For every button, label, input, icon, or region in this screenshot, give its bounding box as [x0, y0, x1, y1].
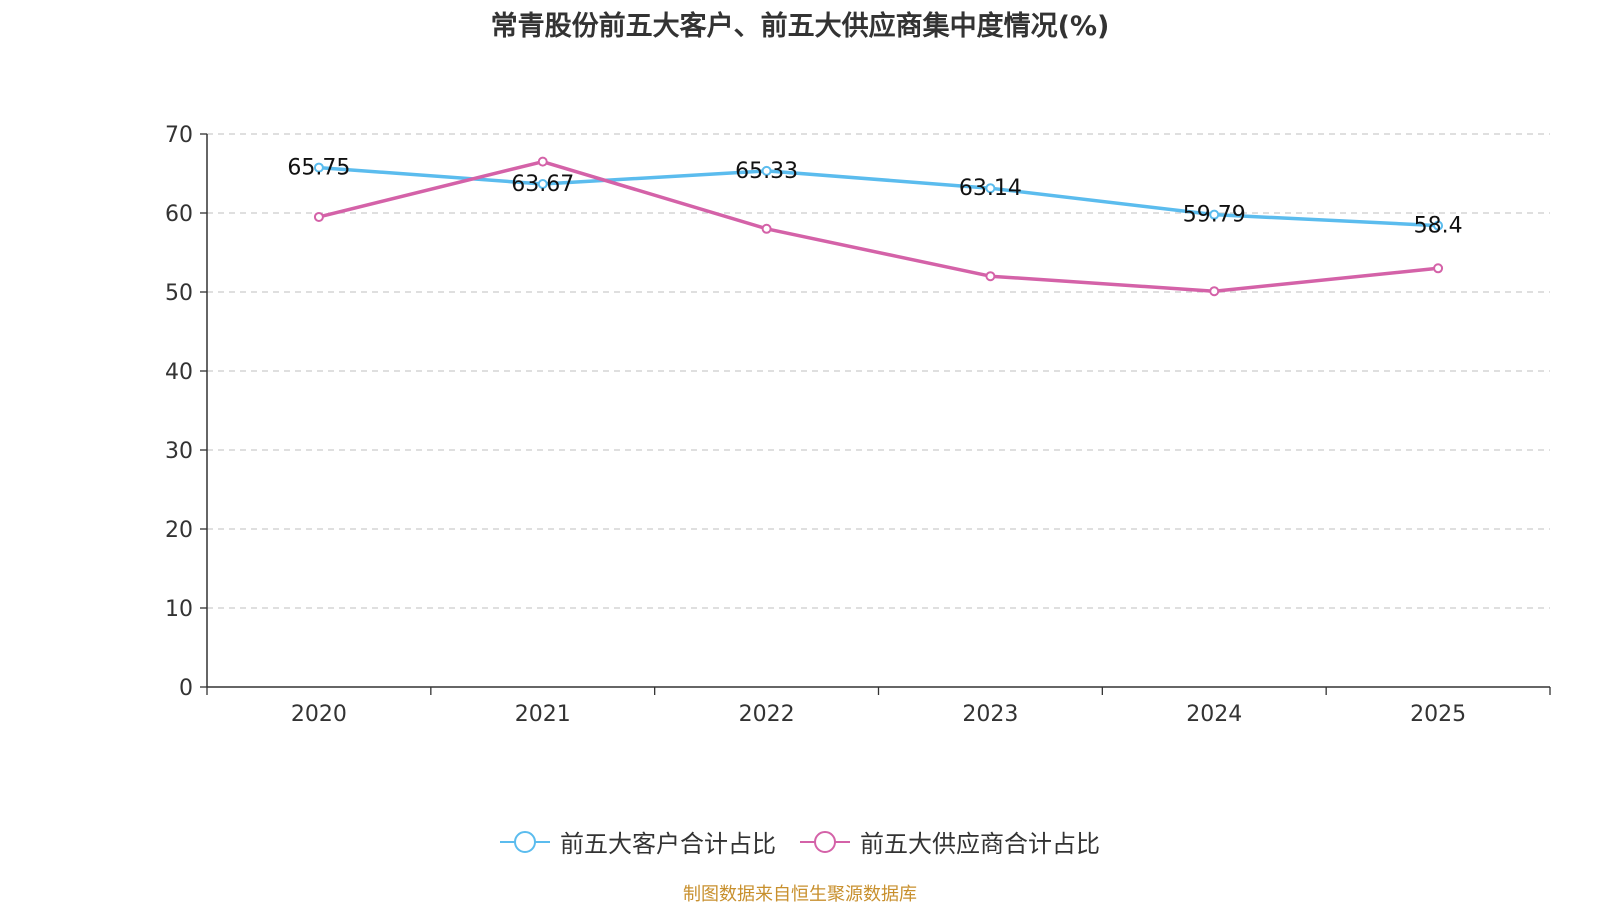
data-point-customers — [761, 165, 772, 176]
source-note: 制图数据来自恒生聚源数据库 — [683, 884, 917, 905]
y-tick-label: 60 — [165, 202, 193, 227]
legend-item-suppliers[interactable]: 前五大供应商合计占比 — [800, 824, 1100, 859]
data-point-suppliers — [1209, 286, 1220, 297]
legend: 前五大客户合计占比 前五大供应商合计占比 — [0, 824, 1600, 859]
y-tick-label: 10 — [165, 597, 193, 622]
data-point-customers — [313, 162, 324, 173]
data-label: 59.79 — [1183, 203, 1246, 228]
axes: 0 10 20 30 40 50 60 70 2020 2021 2022 2023 2024 2025 — [165, 123, 1551, 727]
legend-label-customers: 前五大客户合计占比 — [560, 830, 776, 858]
data-point-suppliers — [313, 211, 324, 222]
data-labels: 65.75 63.67 65.33 63.14 59.79 58.4 — [287, 156, 1462, 239]
data-label: 63.67 — [511, 172, 574, 197]
y-tick-label: 20 — [165, 518, 193, 543]
chart-title: 常青股份前五大客户、前五大供应商集中度情况(%) — [490, 11, 1110, 42]
x-tick-label: 2023 — [962, 702, 1018, 727]
data-point-customers — [985, 183, 996, 194]
y-tick-label: 30 — [165, 439, 193, 464]
data-label: 63.14 — [959, 176, 1022, 201]
x-tick-label: 2020 — [291, 702, 347, 727]
data-label: 58.4 — [1414, 214, 1463, 239]
data-point-customers — [537, 179, 548, 190]
y-tick-label: 40 — [165, 360, 193, 385]
data-point-suppliers — [761, 223, 772, 234]
legend-marker-suppliers-icon — [800, 830, 850, 853]
data-point-customers — [1433, 220, 1444, 231]
data-point-customers — [1209, 209, 1220, 220]
data-label: 65.33 — [735, 159, 798, 184]
data-point-suppliers — [1433, 263, 1444, 274]
x-tick-label: 2024 — [1186, 702, 1242, 727]
x-tick-label: 2021 — [515, 702, 571, 727]
legend-marker-customers-icon — [500, 830, 550, 853]
data-label: 65.75 — [287, 156, 350, 181]
y-tick-label: 70 — [165, 123, 193, 148]
y-tick-label: 50 — [165, 281, 193, 306]
legend-item-customers[interactable]: 前五大客户合计占比 — [500, 824, 776, 859]
series-line-customers — [318, 165, 1439, 228]
series — [313, 156, 1444, 297]
x-tick-label: 2022 — [739, 702, 795, 727]
data-point-suppliers — [537, 156, 548, 167]
data-point-suppliers — [985, 271, 996, 282]
y-tick-label: 0 — [179, 676, 193, 701]
x-tick-label: 2025 — [1410, 702, 1466, 727]
legend-label-suppliers: 前五大供应商合计占比 — [860, 830, 1100, 858]
series-line-suppliers — [318, 159, 1439, 293]
grid-lines — [207, 133, 1550, 609]
